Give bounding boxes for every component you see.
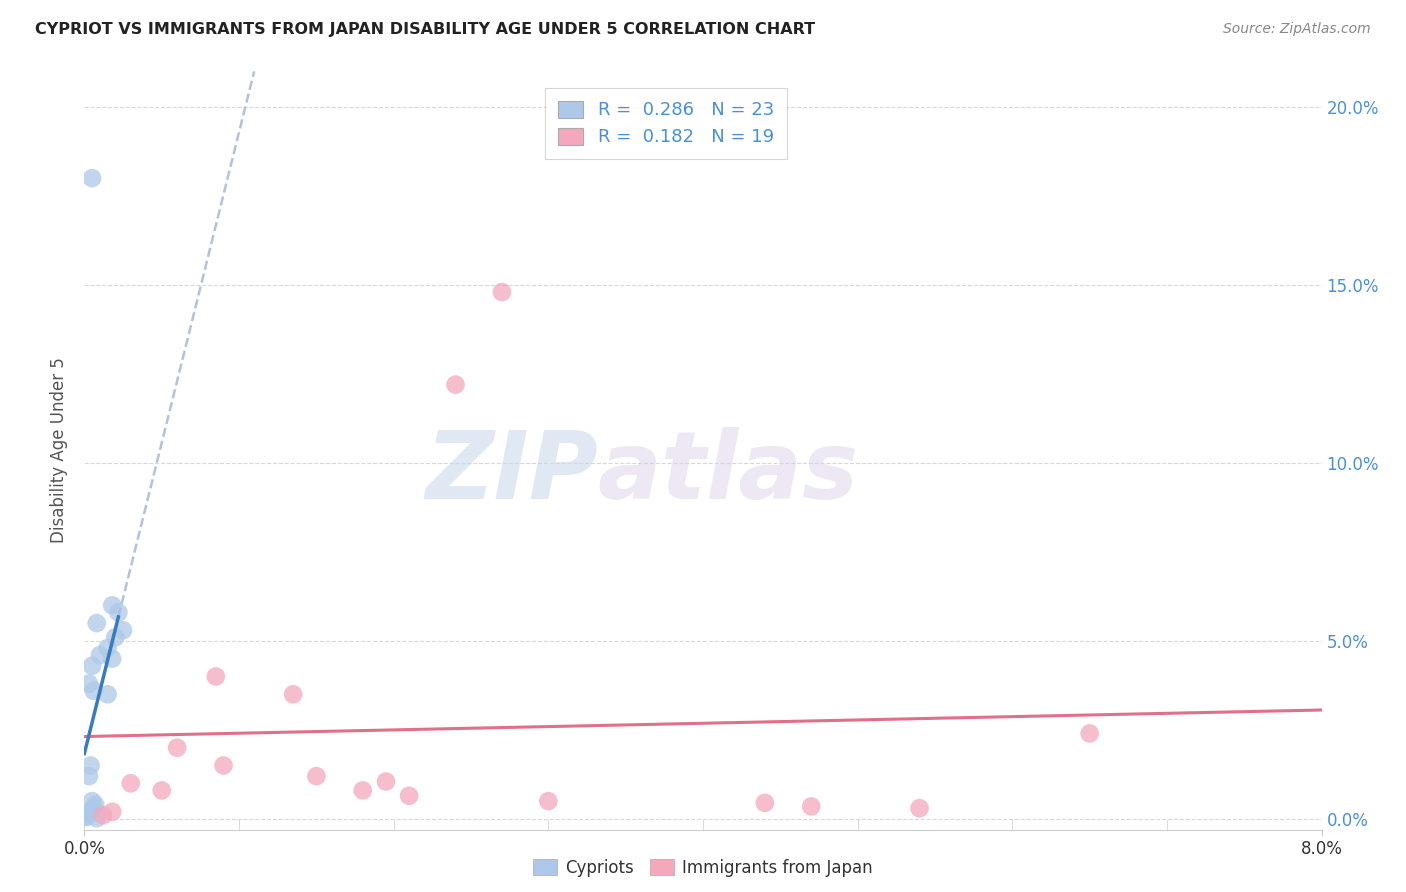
Text: atlas: atlas <box>598 427 859 519</box>
Point <box>82 658 104 673</box>
Point <box>96 640 118 655</box>
Point <box>107 606 129 620</box>
Point <box>491 285 513 299</box>
Point <box>96 687 118 701</box>
Y-axis label: Disability Age Under 5: Disability Age Under 5 <box>51 358 69 543</box>
Point <box>79 805 101 819</box>
Point <box>91 808 114 822</box>
Point <box>374 774 398 789</box>
Point <box>281 687 305 701</box>
Point <box>104 631 127 645</box>
Point <box>101 599 124 613</box>
Point <box>800 799 823 814</box>
Point <box>83 801 105 815</box>
Point <box>77 676 100 690</box>
Point <box>166 740 188 755</box>
Point <box>89 648 111 662</box>
Point <box>120 776 142 790</box>
Point <box>86 616 108 631</box>
Point <box>352 783 374 797</box>
Point <box>101 651 124 665</box>
Legend: Cypriots, Immigrants from Japan: Cypriots, Immigrants from Japan <box>527 853 879 884</box>
Point <box>77 769 100 783</box>
Point <box>754 796 776 810</box>
Point <box>444 377 467 392</box>
Point <box>82 794 104 808</box>
Point <box>112 624 135 638</box>
Point <box>908 801 931 815</box>
Point <box>79 758 101 772</box>
Point <box>83 683 105 698</box>
Point <box>82 171 104 186</box>
Point <box>537 794 560 808</box>
Text: CYPRIOT VS IMMIGRANTS FROM JAPAN DISABILITY AGE UNDER 5 CORRELATION CHART: CYPRIOT VS IMMIGRANTS FROM JAPAN DISABIL… <box>35 22 815 37</box>
Point <box>212 758 235 772</box>
Point <box>101 805 124 819</box>
Point <box>75 810 97 824</box>
Point <box>150 783 173 797</box>
Point <box>398 789 420 803</box>
Text: Source: ZipAtlas.com: Source: ZipAtlas.com <box>1223 22 1371 37</box>
Point <box>205 669 228 683</box>
Point <box>86 811 108 825</box>
Text: ZIP: ZIP <box>425 427 598 519</box>
Point <box>1078 726 1101 740</box>
Point <box>76 806 98 821</box>
Point <box>76 809 98 823</box>
Legend: R =  0.286   N = 23, R =  0.182   N = 19: R = 0.286 N = 23, R = 0.182 N = 19 <box>546 88 786 159</box>
Point <box>84 797 107 812</box>
Point <box>305 769 328 783</box>
